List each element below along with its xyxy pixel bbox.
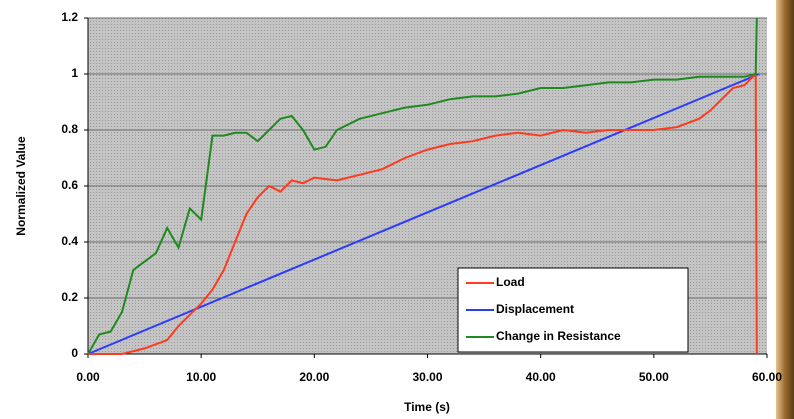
x-axis-title: Time (s) <box>404 400 450 414</box>
y-tick-label: 0.2 <box>61 290 78 304</box>
x-tick-label: 20.00 <box>299 370 329 384</box>
background-photo-edge <box>776 0 794 419</box>
y-axis-title: Normalized Value <box>14 136 28 236</box>
y-tick-label: 0.4 <box>61 234 78 248</box>
series-line <box>88 71 758 355</box>
x-tick-label: 40.00 <box>526 370 556 384</box>
y-tick-label: 0.6 <box>61 178 78 192</box>
series-line <box>87 17 758 355</box>
legend-label: Displacement <box>496 302 574 316</box>
y-tick-label: 1 <box>71 66 78 80</box>
legend-label: Change in Resistance <box>496 329 621 343</box>
y-tick-label: 1.2 <box>61 10 78 24</box>
x-tick-label: 50.00 <box>639 370 669 384</box>
legend-label: Load <box>496 275 525 289</box>
y-tick-label: 0 <box>71 346 78 360</box>
series-line <box>87 73 760 355</box>
x-tick-label: 10.00 <box>186 370 216 384</box>
x-tick-label: 0.00 <box>76 370 100 384</box>
x-tick-label: 60.00 <box>752 370 782 384</box>
legend-box <box>457 267 689 353</box>
y-tick-label: 0.8 <box>61 122 78 136</box>
x-tick-label: 30.00 <box>412 370 442 384</box>
